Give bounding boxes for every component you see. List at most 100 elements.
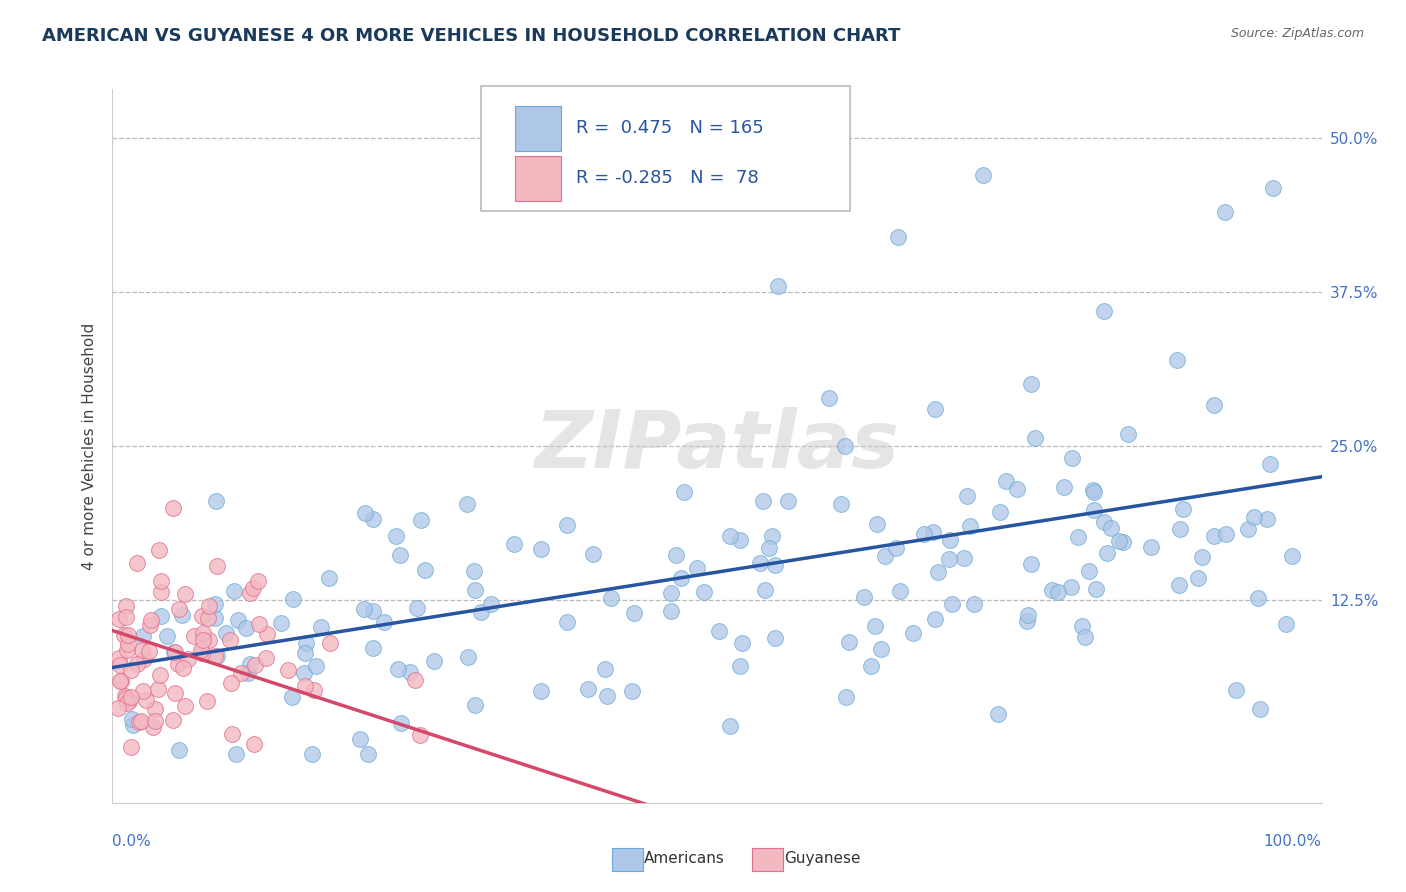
Point <box>1060 580 1083 594</box>
Point <box>761 529 783 543</box>
Point <box>120 690 142 704</box>
Point <box>150 608 173 623</box>
Point <box>405 600 427 615</box>
Point <box>149 668 172 682</box>
Point <box>693 585 716 599</box>
FancyBboxPatch shape <box>481 86 851 211</box>
Point <box>1187 572 1209 586</box>
Point <box>125 556 148 570</box>
Point <box>555 518 578 533</box>
Point <box>835 690 858 704</box>
Point <box>239 657 262 672</box>
Point <box>731 636 754 650</box>
Point <box>112 628 135 642</box>
Point <box>718 719 741 733</box>
Point <box>215 626 238 640</box>
Point <box>457 650 479 665</box>
Point <box>901 626 924 640</box>
Point <box>464 582 486 597</box>
Point <box>283 591 305 606</box>
Point <box>110 674 132 689</box>
Point <box>117 694 139 708</box>
Point <box>292 666 315 681</box>
Point <box>555 615 578 630</box>
Point <box>242 581 264 595</box>
Point <box>183 629 205 643</box>
Point <box>1191 550 1213 565</box>
Point <box>246 574 269 589</box>
Point <box>163 645 186 659</box>
Point <box>115 609 138 624</box>
Point <box>162 645 184 659</box>
Point <box>938 533 960 547</box>
Point <box>139 618 162 632</box>
Point <box>922 525 945 540</box>
Point <box>972 169 994 183</box>
Point <box>963 597 986 611</box>
Point <box>1249 702 1271 716</box>
Point <box>242 737 264 751</box>
Point <box>224 584 246 599</box>
Point <box>142 719 165 733</box>
Point <box>1215 527 1237 541</box>
Point <box>956 489 979 503</box>
Point <box>167 602 190 616</box>
Point <box>1092 515 1115 529</box>
Point <box>107 650 129 665</box>
Point <box>728 533 751 548</box>
Point <box>387 662 409 676</box>
Point <box>1116 426 1139 441</box>
Point <box>134 652 156 666</box>
Point <box>912 526 935 541</box>
Text: ZIPatlas: ZIPatlas <box>534 407 900 485</box>
Point <box>205 558 228 573</box>
Point <box>361 604 384 618</box>
Point <box>754 582 776 597</box>
Point <box>873 549 896 563</box>
Point <box>749 557 772 571</box>
Point <box>117 637 139 651</box>
Point <box>776 494 799 508</box>
Point <box>502 537 524 551</box>
Point <box>302 683 325 698</box>
Point <box>463 564 485 578</box>
Point <box>994 475 1017 489</box>
Point <box>247 617 270 632</box>
Text: Americans: Americans <box>644 852 725 866</box>
Point <box>131 642 153 657</box>
Point <box>1070 619 1092 633</box>
Point <box>361 641 384 656</box>
Point <box>176 651 198 665</box>
Point <box>1053 480 1076 494</box>
Point <box>959 519 981 533</box>
Point <box>924 612 946 626</box>
Point <box>661 604 683 618</box>
Point <box>219 675 242 690</box>
Point <box>830 497 852 511</box>
Point <box>1047 585 1070 599</box>
Point <box>309 620 332 634</box>
Point <box>1246 591 1268 605</box>
Point <box>1005 482 1028 496</box>
Point <box>195 693 218 707</box>
Point <box>1017 614 1039 628</box>
Point <box>165 686 187 700</box>
Point <box>235 621 257 635</box>
Point <box>120 739 142 754</box>
Point <box>281 690 304 704</box>
Point <box>884 541 907 556</box>
Point <box>718 529 741 543</box>
Point <box>576 682 599 697</box>
Point <box>277 663 299 677</box>
Point <box>470 605 492 619</box>
Point <box>254 651 277 665</box>
Point <box>834 439 856 453</box>
Point <box>758 541 780 556</box>
Point <box>245 657 267 672</box>
Point <box>1074 630 1097 644</box>
Text: R = -0.285   N =  78: R = -0.285 N = 78 <box>575 169 758 187</box>
Point <box>110 674 132 689</box>
Point <box>990 505 1012 519</box>
Point <box>1092 303 1115 318</box>
Point <box>1171 502 1194 516</box>
